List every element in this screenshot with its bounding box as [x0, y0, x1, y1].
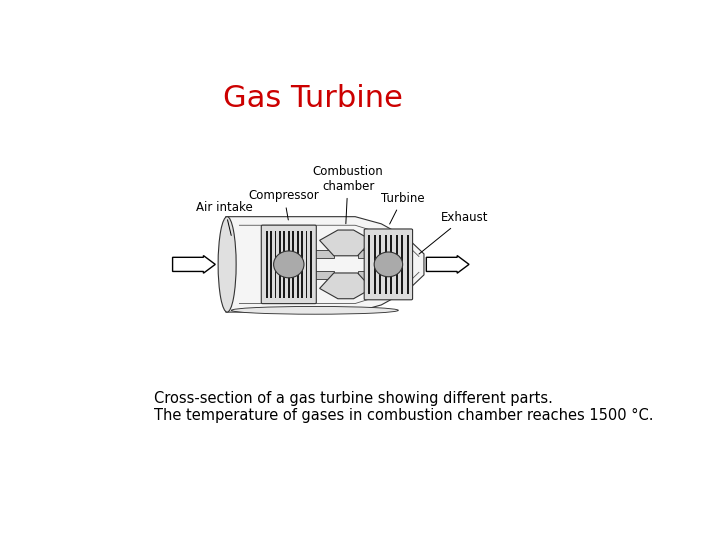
Bar [315, 250, 334, 258]
Text: Air intake: Air intake [197, 201, 253, 235]
Text: Cross-section of a gas turbine showing different parts.: Cross-section of a gas turbine showing d… [154, 391, 553, 406]
Bar [284, 231, 285, 298]
Bar [315, 271, 334, 279]
Ellipse shape [218, 217, 236, 312]
Text: Exhaust: Exhaust [419, 211, 488, 254]
Ellipse shape [374, 252, 402, 277]
Bar [358, 250, 366, 258]
FancyArrow shape [173, 255, 215, 273]
FancyArrow shape [426, 255, 469, 273]
Ellipse shape [274, 251, 304, 278]
Bar [292, 231, 294, 298]
Bar [279, 231, 281, 298]
Text: Combustion
chamber: Combustion chamber [312, 165, 384, 224]
Bar [401, 235, 403, 294]
Bar [297, 231, 299, 298]
Bar [310, 231, 312, 298]
Bar [266, 231, 268, 298]
Bar [305, 231, 307, 298]
Bar [274, 231, 276, 298]
Text: The temperature of gases in combustion chamber reaches 1500 °C.: The temperature of gases in combustion c… [154, 408, 654, 423]
Bar [390, 235, 392, 294]
FancyBboxPatch shape [261, 225, 316, 303]
Bar [396, 235, 397, 294]
Ellipse shape [231, 306, 398, 314]
Bar [368, 235, 370, 294]
Text: Gas Turbine: Gas Turbine [223, 84, 403, 112]
Bar [270, 231, 272, 298]
Bar [374, 235, 376, 294]
Bar [288, 231, 289, 298]
Polygon shape [320, 230, 372, 256]
Bar [358, 271, 366, 279]
Text: Turbine: Turbine [381, 192, 424, 224]
Text: Compressor: Compressor [248, 190, 320, 220]
Bar [407, 235, 409, 294]
Bar [379, 235, 381, 294]
Bar [301, 231, 303, 298]
Bar [384, 235, 387, 294]
FancyBboxPatch shape [364, 229, 413, 300]
Polygon shape [225, 217, 424, 312]
Polygon shape [320, 273, 372, 299]
